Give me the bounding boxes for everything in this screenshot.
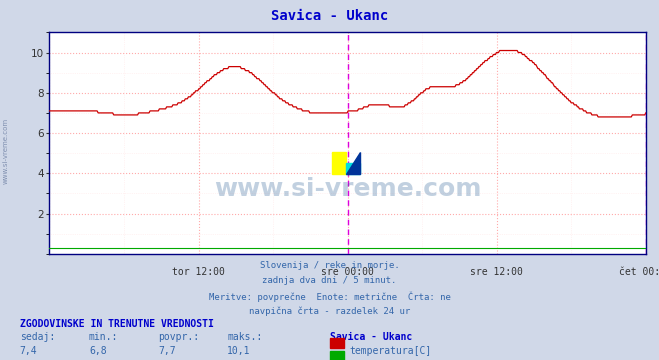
Text: temperatura[C]: temperatura[C] (349, 346, 432, 356)
Text: www.si-vreme.com: www.si-vreme.com (214, 177, 481, 201)
Text: sre 12:00: sre 12:00 (471, 267, 523, 277)
Text: 6,8: 6,8 (89, 346, 107, 356)
Text: www.si-vreme.com: www.si-vreme.com (2, 118, 9, 184)
Bar (332, 152, 346, 174)
Text: maks.:: maks.: (227, 332, 262, 342)
Text: sedaj:: sedaj: (20, 332, 55, 342)
Text: tor 12:00: tor 12:00 (172, 267, 225, 277)
Text: Savica - Ukanc: Savica - Ukanc (330, 332, 412, 342)
Text: 10,1: 10,1 (227, 346, 251, 356)
Text: zadnja dva dni / 5 minut.: zadnja dva dni / 5 minut. (262, 276, 397, 285)
Polygon shape (346, 152, 360, 174)
Text: Slovenija / reke in morje.: Slovenija / reke in morje. (260, 261, 399, 270)
Text: Meritve: povprečne  Enote: metrične  Črta: ne: Meritve: povprečne Enote: metrične Črta:… (208, 291, 451, 302)
Text: čet 00:00: čet 00:00 (619, 267, 659, 277)
Text: navpična črta - razdelek 24 ur: navpična črta - razdelek 24 ur (249, 306, 410, 316)
Bar (346, 163, 360, 174)
Text: Savica - Ukanc: Savica - Ukanc (271, 9, 388, 23)
Text: 7,4: 7,4 (20, 346, 38, 356)
Text: povpr.:: povpr.: (158, 332, 199, 342)
Text: ZGODOVINSKE IN TRENUTNE VREDNOSTI: ZGODOVINSKE IN TRENUTNE VREDNOSTI (20, 319, 214, 329)
Text: 7,7: 7,7 (158, 346, 176, 356)
Text: min.:: min.: (89, 332, 119, 342)
Text: sre 00:00: sre 00:00 (321, 267, 374, 277)
